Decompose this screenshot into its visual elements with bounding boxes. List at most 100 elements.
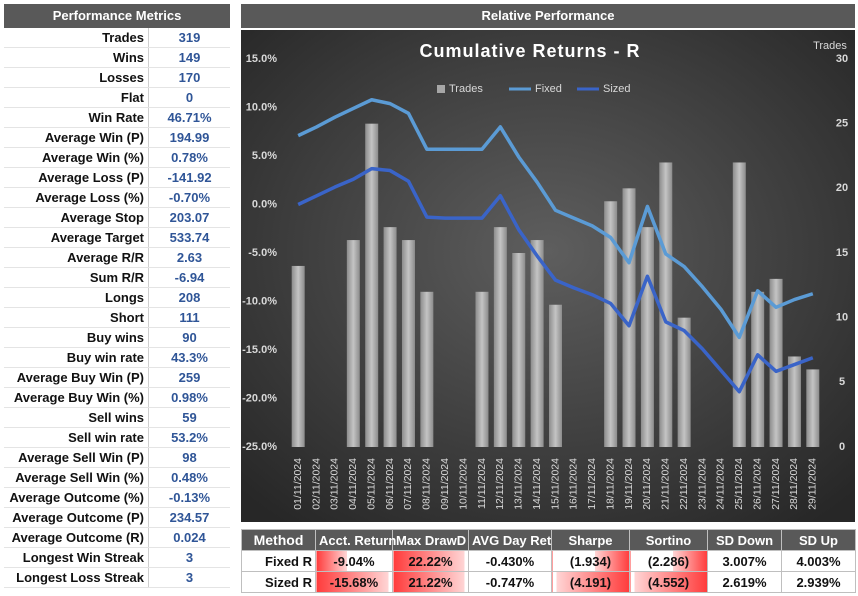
y2-tick-label: 5 xyxy=(839,376,845,388)
stats-cell: 21.22% xyxy=(392,571,469,593)
x-tick-label: 16/11/2024 xyxy=(568,458,580,510)
metric-label: Wins xyxy=(4,48,149,67)
metric-value: 98 xyxy=(182,450,197,465)
metric-label: Trades xyxy=(4,28,149,47)
metrics-title: Performance Metrics xyxy=(4,4,230,28)
x-tick-label: 11/11/2024 xyxy=(476,458,488,509)
metric-label: Average Buy Win (%) xyxy=(4,388,149,407)
metrics-table: Trades 319 Wins 149 Losses 170 Flat 0 Win Rate 46… xyxy=(4,28,230,588)
x-tick-label: 22/11/2024 xyxy=(678,458,690,510)
bar xyxy=(732,162,746,447)
x-tick-label: 03/11/2024 xyxy=(329,458,341,510)
x-tick-label: 21/11/2024 xyxy=(660,458,672,510)
legend-label: Sized xyxy=(603,83,631,95)
metric-value: 0.024 xyxy=(173,530,206,545)
metric-row: Average Loss (P) -141.92 xyxy=(4,168,230,188)
x-tick-label: 06/11/2024 xyxy=(384,458,396,510)
bar xyxy=(401,240,415,447)
metric-row: Wins 149 xyxy=(4,48,230,68)
metric-value: 259 xyxy=(178,370,201,385)
x-tick-label: 23/11/2024 xyxy=(696,458,708,510)
bar xyxy=(383,227,397,447)
stats-cell: 22.22% xyxy=(392,550,469,572)
metric-row: Sell wins 59 xyxy=(4,408,230,428)
metric-row: Trades 319 xyxy=(4,28,230,48)
y-tick-label: -10.0% xyxy=(242,295,277,307)
y2-axis-label: Trades xyxy=(813,40,847,52)
bar xyxy=(475,291,489,447)
metric-label: Flat xyxy=(4,88,149,107)
stats-cell: -9.04% xyxy=(315,550,393,572)
bar xyxy=(346,240,360,447)
metric-label: Average Loss (P) xyxy=(4,168,149,187)
metric-label: Sell win rate xyxy=(4,428,149,447)
column-header: SD Down xyxy=(707,529,782,551)
metric-row: Average Target 533.74 xyxy=(4,228,230,248)
bar xyxy=(769,278,783,447)
metric-row: Sum R/R -6.94 xyxy=(4,268,230,288)
metric-row: Average Sell Win (%) 0.48% xyxy=(4,468,230,488)
chart-title: Cumulative Returns - R xyxy=(419,41,640,61)
metric-value: -6.94 xyxy=(174,270,205,285)
stats-cell: -15.68% xyxy=(315,571,393,593)
metric-row: Longest Loss Streak 3 xyxy=(4,568,230,588)
method-label: Sized R xyxy=(241,571,316,593)
x-tick-label: 29/11/2024 xyxy=(807,458,819,510)
metric-row: Average Stop 203.07 xyxy=(4,208,230,228)
metric-label: Average R/R xyxy=(4,248,149,267)
stats-cell: 3.007% xyxy=(707,550,782,572)
metric-value: 0.48% xyxy=(171,470,208,485)
metric-row: Average Sell Win (P) 98 xyxy=(4,448,230,468)
stats-cell: -0.747% xyxy=(468,571,552,593)
metric-row: Short 111 xyxy=(4,308,230,328)
x-tick-label: 18/11/2024 xyxy=(604,458,616,510)
metric-row: Average Outcome (P) 234.57 xyxy=(4,508,230,528)
y-tick-label: -20.0% xyxy=(242,392,277,404)
stats-cell: (2.286) xyxy=(629,550,708,572)
metric-label: Longest Win Streak xyxy=(4,548,149,567)
y-tick-label: 15.0% xyxy=(246,53,277,65)
metric-row: Average R/R 2.63 xyxy=(4,248,230,268)
metric-row: Win Rate 46.71% xyxy=(4,108,230,128)
panel-title: Relative Performance xyxy=(241,4,855,28)
x-tick-label: 02/11/2024 xyxy=(310,458,322,510)
x-tick-label: 25/11/2024 xyxy=(733,458,745,510)
column-header: AVG Day Ret xyxy=(468,529,552,551)
metric-label: Sell wins xyxy=(4,408,149,427)
metric-value: 208 xyxy=(178,290,201,305)
x-tick-label: 28/11/2024 xyxy=(788,458,800,510)
metric-row: Buy wins 90 xyxy=(4,328,230,348)
y-tick-label: -15.0% xyxy=(242,344,277,356)
metric-label: Win Rate xyxy=(4,108,149,127)
x-tick-label: 12/11/2024 xyxy=(494,458,506,510)
bar xyxy=(420,291,434,447)
metric-value: 59 xyxy=(182,410,197,425)
metric-row: Average Outcome (R) 0.024 xyxy=(4,528,230,548)
column-header: Acct. Return xyxy=(315,529,396,551)
metric-value: 234.57 xyxy=(169,510,210,525)
metric-label: Average Win (%) xyxy=(4,148,149,167)
metric-value: 533.74 xyxy=(169,230,210,245)
x-tick-label: 08/11/2024 xyxy=(421,458,433,510)
x-tick-label: 05/11/2024 xyxy=(365,458,377,510)
x-tick-label: 27/11/2024 xyxy=(770,458,782,510)
bar xyxy=(530,240,544,447)
metric-label: Average Outcome (P) xyxy=(4,508,149,527)
metric-value: 43.3% xyxy=(171,350,208,365)
metric-value: 46.71% xyxy=(167,110,212,125)
bar xyxy=(677,317,691,447)
bar xyxy=(751,291,765,447)
metric-value: 3 xyxy=(185,570,194,585)
chart: Cumulative Returns - R Trades -25.0% -20.… xyxy=(241,30,855,522)
y2-tick-label: 25 xyxy=(836,118,848,130)
x-tick-label: 20/11/2024 xyxy=(641,458,653,510)
metric-label: Average Outcome (%) xyxy=(4,488,149,507)
bar xyxy=(787,356,801,447)
stats-row: Sized R -15.68% 21.22% -0.747% (4.191) (4.552… xyxy=(241,571,856,593)
stats-cell: 4.003% xyxy=(781,550,856,572)
metric-value: 0.78% xyxy=(171,150,208,165)
y-tick-label: 0.0% xyxy=(252,198,277,210)
stats-cell: -0.430% xyxy=(468,550,552,572)
method-label: Fixed R xyxy=(241,550,316,572)
metric-row: Average Loss (%) -0.70% xyxy=(4,188,230,208)
